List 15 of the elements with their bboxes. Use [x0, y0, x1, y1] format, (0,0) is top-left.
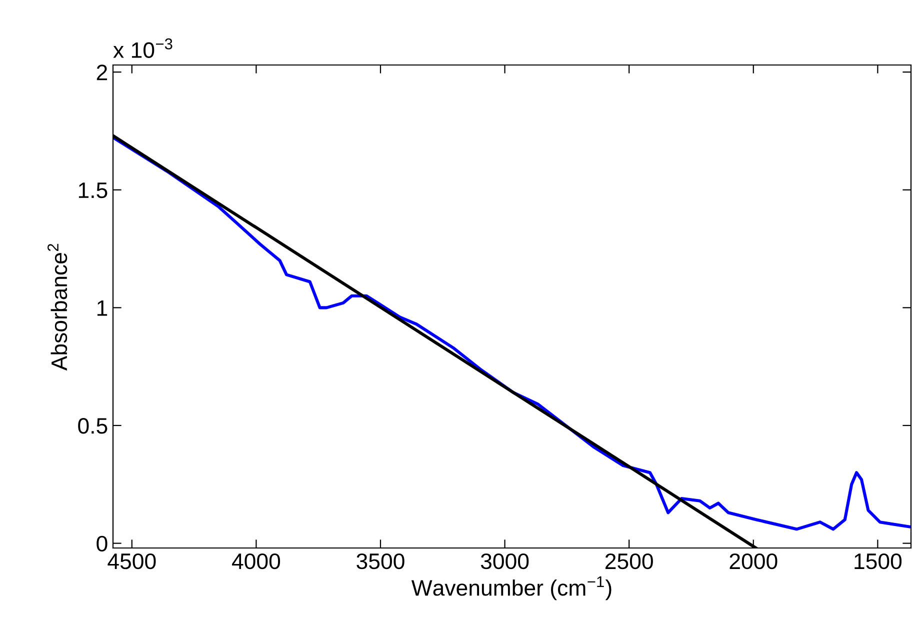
y-tick-label: 0.5: [78, 418, 108, 434]
x-tick-label: 4000: [232, 553, 280, 570]
x-tick-label: 2500: [605, 553, 653, 570]
y-tick-label: 1.5: [78, 182, 108, 198]
x-tick-label: 2000: [730, 553, 778, 570]
x-tick-label: 3000: [480, 553, 529, 570]
y-tick-label: 0: [96, 536, 108, 552]
x-tick-label: 4500: [108, 553, 156, 570]
x-axis-title: Wavenumber (cm$^{−1}$): [411, 576, 612, 600]
text: x 10$^{−3}$: [113, 38, 172, 58]
y-tick-label: 2: [96, 64, 108, 80]
x-tick-label: 1500: [854, 553, 902, 570]
x-tick-label: 3500: [356, 553, 404, 570]
y-tick-label: 1: [97, 300, 108, 316]
y-axis-title: Absorbance$^{2}$: [48, 244, 68, 371]
